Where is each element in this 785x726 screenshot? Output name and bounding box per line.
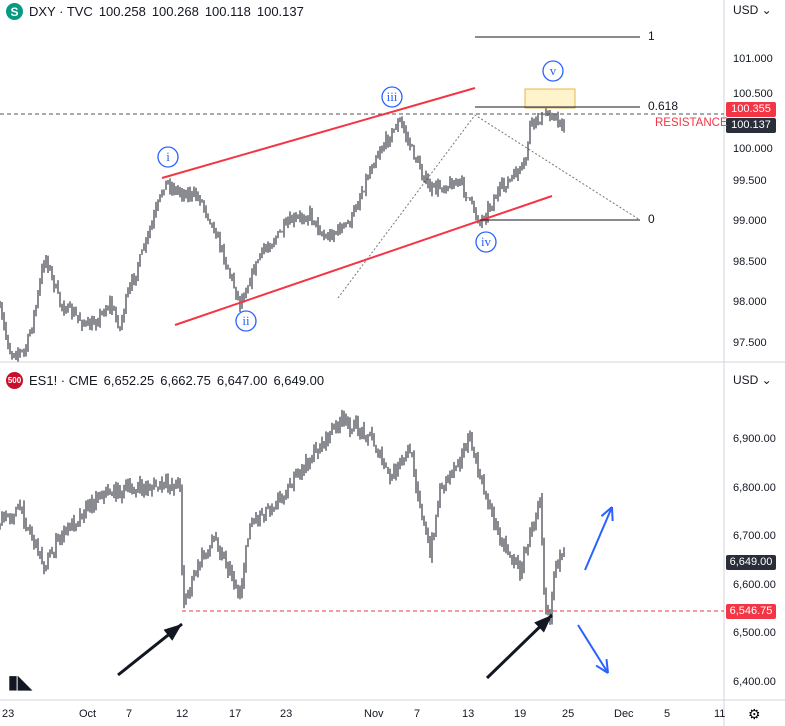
bearish-arrow: [577, 624, 609, 674]
fib-label-1: 1: [648, 29, 655, 43]
bearish-arrow-head: [605, 658, 609, 674]
es-symbol[interactable]: ES1! · CME: [29, 373, 98, 388]
dxy-price-tick: 97.500: [733, 336, 767, 349]
wave-label: iv: [480, 234, 492, 249]
tradingview-logo: ▮◣: [8, 672, 32, 692]
time-tick: 13: [462, 708, 475, 720]
fib-label-0618: 0.618: [648, 99, 679, 113]
es-support-price-tag: 6,546.75: [726, 604, 776, 619]
fib-trend-line: [337, 114, 641, 299]
wave-circle: [381, 86, 403, 108]
dxy-price-tick: 98.000: [733, 296, 767, 309]
fib-label-0: 0: [648, 212, 655, 226]
time-tick: 23: [280, 708, 293, 720]
support-arrow-left-head: [163, 624, 182, 641]
dxy-price-tick: 101.000: [733, 53, 773, 65]
es-price-tick: 6,900.00: [733, 433, 776, 445]
es-last-price-tag: 6,649.00: [726, 555, 776, 570]
time-tick: Nov: [364, 708, 384, 720]
time-tick: 19: [514, 708, 527, 720]
dxy-price-tick: 99.500: [733, 174, 767, 187]
time-tick: 25: [562, 708, 575, 720]
time-tick: Oct: [79, 708, 97, 720]
wave-label: v: [549, 63, 557, 78]
settings-gear-icon[interactable]: ⚙: [748, 706, 761, 722]
wave-circle: [157, 146, 179, 168]
wave-circle: [235, 310, 257, 332]
es-price-tick: 6,400.00: [733, 676, 776, 688]
time-tick: 7: [414, 708, 421, 720]
bullish-arrow-head: [611, 506, 614, 522]
time-tick: 11: [714, 708, 726, 720]
time-tick: 5: [664, 708, 671, 720]
time-tick: 7: [126, 708, 133, 720]
dxy-symbol[interactable]: DXY · TVC: [29, 4, 93, 19]
time-tick: Dec: [614, 708, 634, 720]
es-high: 6,662.75: [160, 373, 211, 388]
es-low: 6,647.00: [216, 373, 268, 388]
wave-circle: [475, 231, 497, 253]
wave-label: ii: [242, 313, 250, 328]
dxy-price-tick: 100.000: [733, 143, 773, 156]
bullish-arrow: [584, 506, 613, 571]
dxy-price-tick: 98.500: [733, 255, 767, 268]
es-currency-select[interactable]: USD ⌄: [733, 373, 772, 387]
dxy-low: 100.118: [204, 4, 251, 19]
dxy-currency-select[interactable]: USD ⌄: [733, 3, 772, 17]
time-tick: 23: [2, 708, 15, 720]
dxy-close: 100.137: [256, 4, 304, 19]
es-price-tick: 6,600.00: [733, 578, 776, 591]
es-legend: 500 ES1! · CME 6,652.25 6,662.75 6,647.00 6…: [6, 372, 330, 389]
dxy-price-tick: 99.000: [733, 215, 767, 228]
bullish-arrow-head: [600, 506, 613, 517]
dxy-badge-icon: S: [6, 3, 23, 20]
channel-upper-line: [161, 87, 476, 179]
resistance-price-tag: 100.355: [726, 102, 776, 117]
es-close: 6,649.00: [273, 373, 325, 388]
dxy-open: 100.258: [98, 4, 146, 19]
es-badge-icon: 500: [6, 372, 23, 389]
dxy-price-tick: 100.500: [733, 87, 773, 100]
resistance-label: RESISTANCE: [655, 117, 728, 129]
channel-lower-line: [174, 195, 553, 326]
es-price-tick: 6,800.00: [733, 481, 776, 494]
es-price-tick: 6,500.00: [733, 627, 776, 640]
time-tick: 12: [176, 708, 189, 720]
time-tick: 17: [229, 708, 242, 720]
resistance-zone: [524, 88, 576, 109]
bearish-arrow-head: [595, 664, 609, 674]
dxy-high: 100.268: [151, 4, 199, 19]
wave-label: iii: [386, 89, 398, 104]
dxy-last-price-tag: 100.137: [726, 118, 776, 133]
es-price-tick: 6,700.00: [733, 530, 776, 543]
support-arrow-right-head: [534, 615, 552, 633]
dxy-legend: S DXY · TVC 100.258 100.268 100.118 100.137: [6, 3, 310, 20]
es-open: 6,652.25: [103, 373, 155, 388]
wave-circle: [542, 60, 564, 82]
wave-label: i: [166, 149, 170, 164]
